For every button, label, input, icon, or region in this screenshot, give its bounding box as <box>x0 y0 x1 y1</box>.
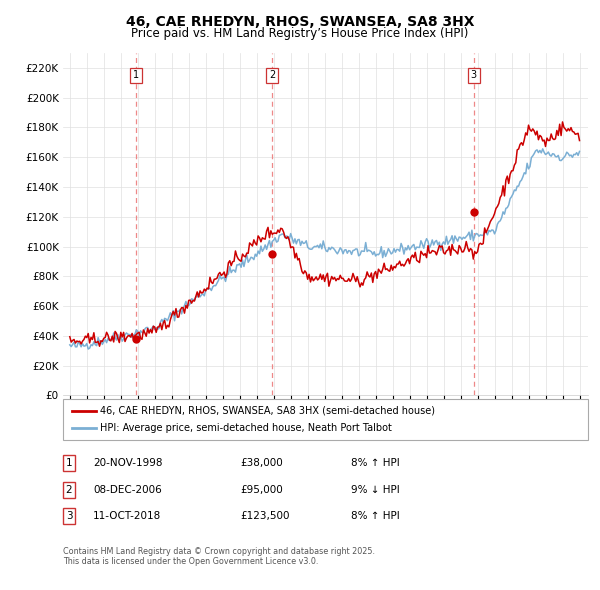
Text: £95,000: £95,000 <box>240 485 283 494</box>
Text: Price paid vs. HM Land Registry’s House Price Index (HPI): Price paid vs. HM Land Registry’s House … <box>131 27 469 40</box>
Text: 1: 1 <box>65 458 73 468</box>
Text: 8% ↑ HPI: 8% ↑ HPI <box>351 458 400 468</box>
Text: 3: 3 <box>65 512 73 521</box>
Text: 8% ↑ HPI: 8% ↑ HPI <box>351 512 400 521</box>
Text: 46, CAE RHEDYN, RHOS, SWANSEA, SA8 3HX (semi-detached house): 46, CAE RHEDYN, RHOS, SWANSEA, SA8 3HX (… <box>100 406 435 416</box>
Text: £38,000: £38,000 <box>240 458 283 468</box>
Text: 46, CAE RHEDYN, RHOS, SWANSEA, SA8 3HX: 46, CAE RHEDYN, RHOS, SWANSEA, SA8 3HX <box>126 15 474 29</box>
Text: HPI: Average price, semi-detached house, Neath Port Talbot: HPI: Average price, semi-detached house,… <box>100 423 392 433</box>
Text: This data is licensed under the Open Government Licence v3.0.: This data is licensed under the Open Gov… <box>63 558 319 566</box>
Text: 9% ↓ HPI: 9% ↓ HPI <box>351 485 400 494</box>
Text: Contains HM Land Registry data © Crown copyright and database right 2025.: Contains HM Land Registry data © Crown c… <box>63 547 375 556</box>
Text: 3: 3 <box>471 70 477 80</box>
Text: £123,500: £123,500 <box>240 512 290 521</box>
Text: 1: 1 <box>133 70 139 80</box>
Text: 08-DEC-2006: 08-DEC-2006 <box>93 485 162 494</box>
Text: 11-OCT-2018: 11-OCT-2018 <box>93 512 161 521</box>
Text: 2: 2 <box>269 70 275 80</box>
Text: 20-NOV-1998: 20-NOV-1998 <box>93 458 163 468</box>
Text: 2: 2 <box>65 485 73 494</box>
